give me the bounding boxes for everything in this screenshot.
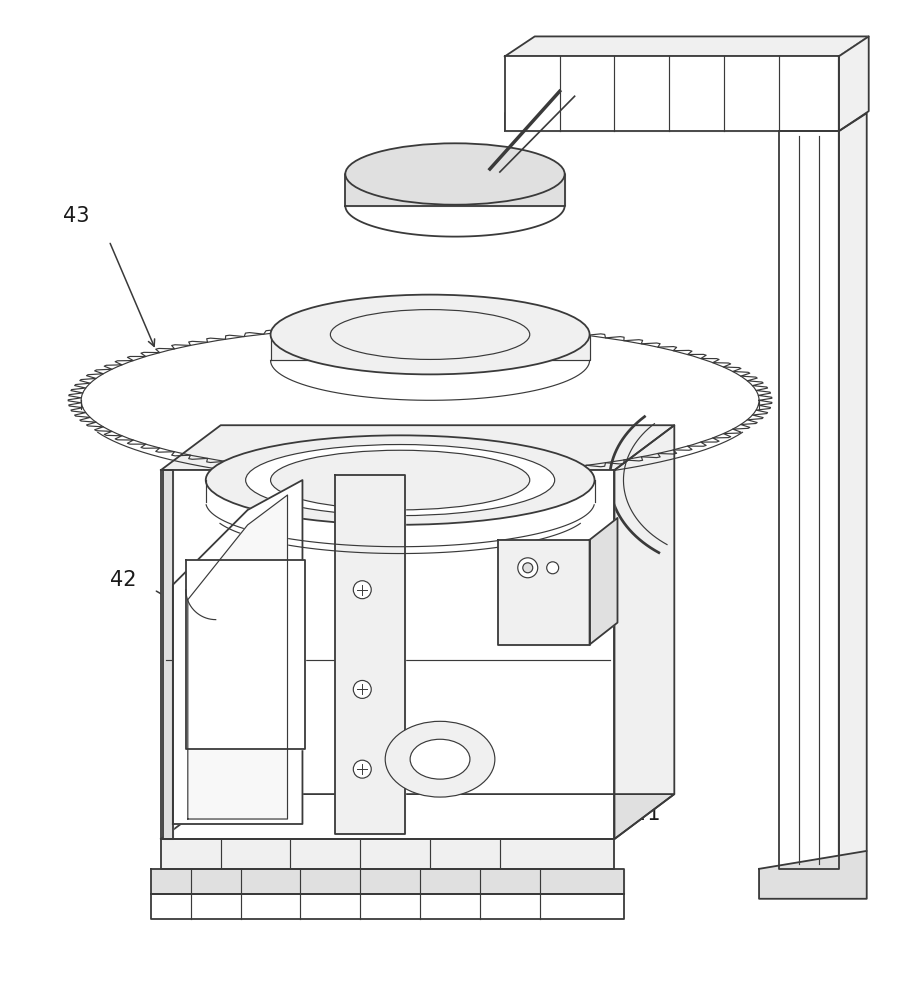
Polygon shape [505,36,869,56]
Polygon shape [161,425,675,470]
Polygon shape [759,851,867,899]
Polygon shape [345,174,565,206]
Polygon shape [173,480,302,824]
Polygon shape [839,36,869,131]
Ellipse shape [518,558,538,578]
Ellipse shape [354,581,372,599]
Polygon shape [161,839,614,869]
Polygon shape [161,794,675,839]
Polygon shape [161,470,614,839]
Polygon shape [271,335,590,360]
Polygon shape [505,56,839,131]
Polygon shape [163,470,173,839]
Text: 43: 43 [63,206,89,226]
Text: 33: 33 [245,889,272,909]
Ellipse shape [271,295,590,374]
Polygon shape [336,475,405,834]
Polygon shape [590,518,618,645]
Polygon shape [614,425,675,839]
Ellipse shape [345,143,565,205]
Polygon shape [839,113,867,869]
Ellipse shape [354,680,372,698]
Polygon shape [188,495,288,819]
Polygon shape [151,869,624,894]
Polygon shape [151,894,624,919]
Ellipse shape [81,326,759,475]
Ellipse shape [271,450,529,510]
Polygon shape [498,540,590,645]
Ellipse shape [354,760,372,778]
Ellipse shape [547,562,558,574]
Ellipse shape [523,563,533,573]
Text: 41: 41 [634,804,660,824]
Text: 42: 42 [110,570,136,590]
Ellipse shape [206,435,594,525]
Ellipse shape [385,721,495,797]
Ellipse shape [245,445,555,516]
Polygon shape [505,113,839,131]
Polygon shape [779,131,839,869]
Polygon shape [186,560,306,749]
Ellipse shape [410,739,470,779]
